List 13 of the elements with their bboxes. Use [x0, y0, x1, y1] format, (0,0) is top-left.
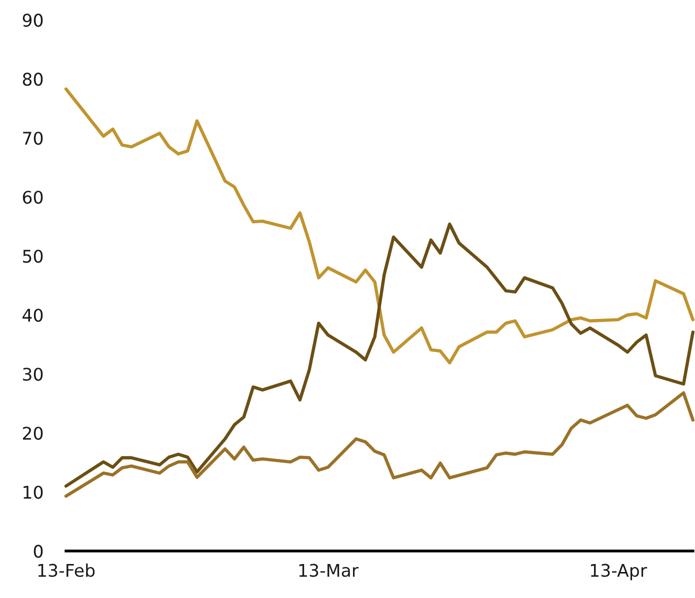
y-tick-label: 80	[22, 72, 43, 86]
y-tick-label: 10	[24, 486, 43, 499]
y-tick-label: 0	[34, 544, 43, 558]
x-tick-label: 13-Mar	[299, 564, 359, 577]
y-tick-label: 40	[22, 308, 43, 322]
x-tick-label: 13-Feb	[38, 563, 95, 577]
y-tick-label: 30	[23, 368, 43, 381]
y-tick-label: 50	[23, 250, 43, 263]
y-tick-label: 90	[22, 14, 43, 27]
y-tick-label: 20	[22, 426, 43, 440]
y-tick-label: 70	[23, 132, 43, 145]
y-tick-label: 60	[22, 190, 43, 204]
x-tick-label: 13-Apr	[590, 564, 648, 580]
